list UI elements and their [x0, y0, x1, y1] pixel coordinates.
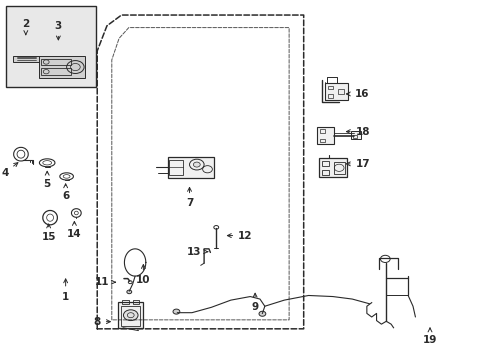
Circle shape	[126, 290, 131, 294]
Bar	[169, 159, 183, 175]
Bar	[167, 157, 213, 178]
Bar	[121, 306, 140, 325]
Text: 8: 8	[93, 317, 110, 327]
Bar	[350, 131, 360, 139]
Text: 19: 19	[422, 328, 436, 345]
Bar	[6, 6, 96, 87]
Bar	[319, 139, 324, 142]
Text: 3: 3	[55, 21, 62, 40]
Bar	[319, 158, 346, 177]
Bar	[41, 68, 70, 75]
Bar	[322, 161, 328, 166]
Bar	[333, 162, 344, 174]
Bar	[132, 300, 139, 304]
Bar	[327, 94, 332, 98]
Text: 7: 7	[185, 188, 193, 208]
Circle shape	[259, 311, 265, 316]
Text: 4: 4	[1, 163, 18, 178]
Bar	[319, 129, 324, 133]
Circle shape	[173, 309, 180, 314]
Bar	[322, 170, 328, 175]
Text: 6: 6	[62, 184, 69, 201]
Bar	[39, 56, 85, 78]
Text: 16: 16	[346, 89, 368, 99]
Bar	[13, 56, 40, 62]
Text: 11: 11	[95, 277, 115, 287]
Bar	[337, 89, 343, 94]
Circle shape	[123, 310, 138, 320]
Text: 9: 9	[251, 293, 258, 312]
Bar	[118, 302, 143, 328]
Bar	[317, 127, 334, 144]
Bar	[324, 83, 347, 100]
Text: 15: 15	[41, 224, 56, 242]
Circle shape	[193, 162, 200, 167]
Text: 17: 17	[346, 159, 369, 169]
Text: 2: 2	[22, 19, 29, 35]
Bar	[327, 86, 332, 89]
Text: 5: 5	[43, 171, 51, 189]
Text: 1: 1	[62, 279, 69, 302]
Text: 12: 12	[227, 231, 252, 240]
Bar	[122, 300, 128, 304]
Text: 10: 10	[136, 265, 150, 285]
Bar	[41, 59, 70, 65]
Text: 14: 14	[67, 221, 81, 239]
Bar	[352, 135, 356, 138]
Text: 13: 13	[187, 247, 207, 257]
Text: 18: 18	[346, 127, 369, 136]
